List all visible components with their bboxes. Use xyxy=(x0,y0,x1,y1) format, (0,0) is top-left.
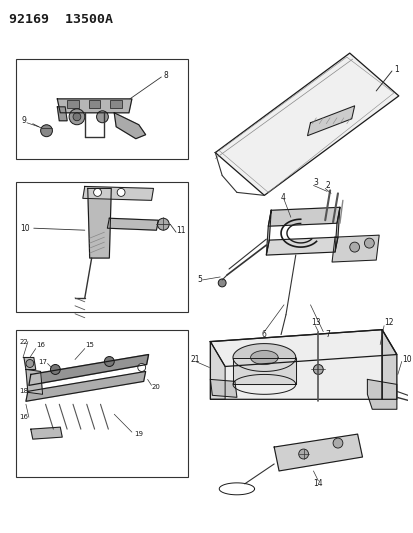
Circle shape xyxy=(157,218,169,230)
Text: 9: 9 xyxy=(21,116,26,125)
Polygon shape xyxy=(307,106,354,136)
Polygon shape xyxy=(210,330,381,399)
Bar xyxy=(16,330,188,477)
Polygon shape xyxy=(366,379,396,409)
Bar xyxy=(16,182,188,312)
Polygon shape xyxy=(210,342,225,399)
Text: 16: 16 xyxy=(36,342,45,348)
Circle shape xyxy=(138,364,145,372)
Polygon shape xyxy=(268,207,339,226)
Circle shape xyxy=(218,279,225,287)
Polygon shape xyxy=(210,379,236,397)
Polygon shape xyxy=(26,369,43,394)
Polygon shape xyxy=(210,330,396,367)
Polygon shape xyxy=(266,211,271,255)
Polygon shape xyxy=(26,372,145,401)
Text: 19: 19 xyxy=(133,431,142,437)
Polygon shape xyxy=(266,237,337,255)
Polygon shape xyxy=(57,107,67,121)
Text: 7: 7 xyxy=(325,330,329,339)
Circle shape xyxy=(40,125,52,136)
Polygon shape xyxy=(273,434,362,471)
Polygon shape xyxy=(233,344,295,372)
Text: 14: 14 xyxy=(313,479,323,488)
Polygon shape xyxy=(215,53,398,196)
Circle shape xyxy=(50,365,60,375)
Text: 4: 4 xyxy=(280,193,285,202)
Text: 3: 3 xyxy=(313,178,318,187)
Circle shape xyxy=(73,113,81,121)
Text: 6: 6 xyxy=(261,330,266,339)
Text: 92169  13500A: 92169 13500A xyxy=(9,13,113,26)
Polygon shape xyxy=(83,187,153,200)
Polygon shape xyxy=(233,358,295,384)
Polygon shape xyxy=(88,188,111,258)
Polygon shape xyxy=(24,358,36,369)
Polygon shape xyxy=(29,354,148,385)
Circle shape xyxy=(26,360,34,367)
Polygon shape xyxy=(31,427,62,439)
Circle shape xyxy=(349,242,358,252)
Text: 11: 11 xyxy=(176,225,185,235)
Text: 20: 20 xyxy=(151,384,160,390)
Polygon shape xyxy=(107,218,158,230)
Circle shape xyxy=(363,238,373,248)
Text: 17: 17 xyxy=(38,359,47,365)
Circle shape xyxy=(313,365,323,375)
Bar xyxy=(110,100,122,108)
Circle shape xyxy=(96,111,108,123)
Text: 15: 15 xyxy=(85,342,93,348)
Text: 16: 16 xyxy=(19,414,28,420)
Text: 22: 22 xyxy=(19,338,28,345)
Text: 12: 12 xyxy=(383,318,393,327)
Circle shape xyxy=(69,109,85,125)
Circle shape xyxy=(93,188,101,196)
Polygon shape xyxy=(331,235,378,262)
Circle shape xyxy=(104,357,114,367)
Polygon shape xyxy=(250,351,278,365)
Polygon shape xyxy=(334,207,339,252)
Text: 10: 10 xyxy=(401,355,411,364)
Circle shape xyxy=(332,438,342,448)
Text: 1: 1 xyxy=(393,64,398,74)
Bar xyxy=(67,100,79,108)
Text: 21: 21 xyxy=(190,355,200,364)
Text: 5: 5 xyxy=(197,276,202,285)
Circle shape xyxy=(298,449,308,459)
Text: 10: 10 xyxy=(20,224,30,233)
Circle shape xyxy=(117,188,125,196)
Bar xyxy=(88,100,100,108)
Text: 8: 8 xyxy=(163,71,168,80)
Polygon shape xyxy=(114,113,145,139)
Text: 18: 18 xyxy=(19,389,28,394)
Text: 2: 2 xyxy=(325,181,329,190)
Polygon shape xyxy=(381,330,396,399)
Text: 13: 13 xyxy=(311,318,320,327)
Polygon shape xyxy=(57,99,132,113)
Polygon shape xyxy=(219,483,254,495)
Bar xyxy=(16,59,188,158)
